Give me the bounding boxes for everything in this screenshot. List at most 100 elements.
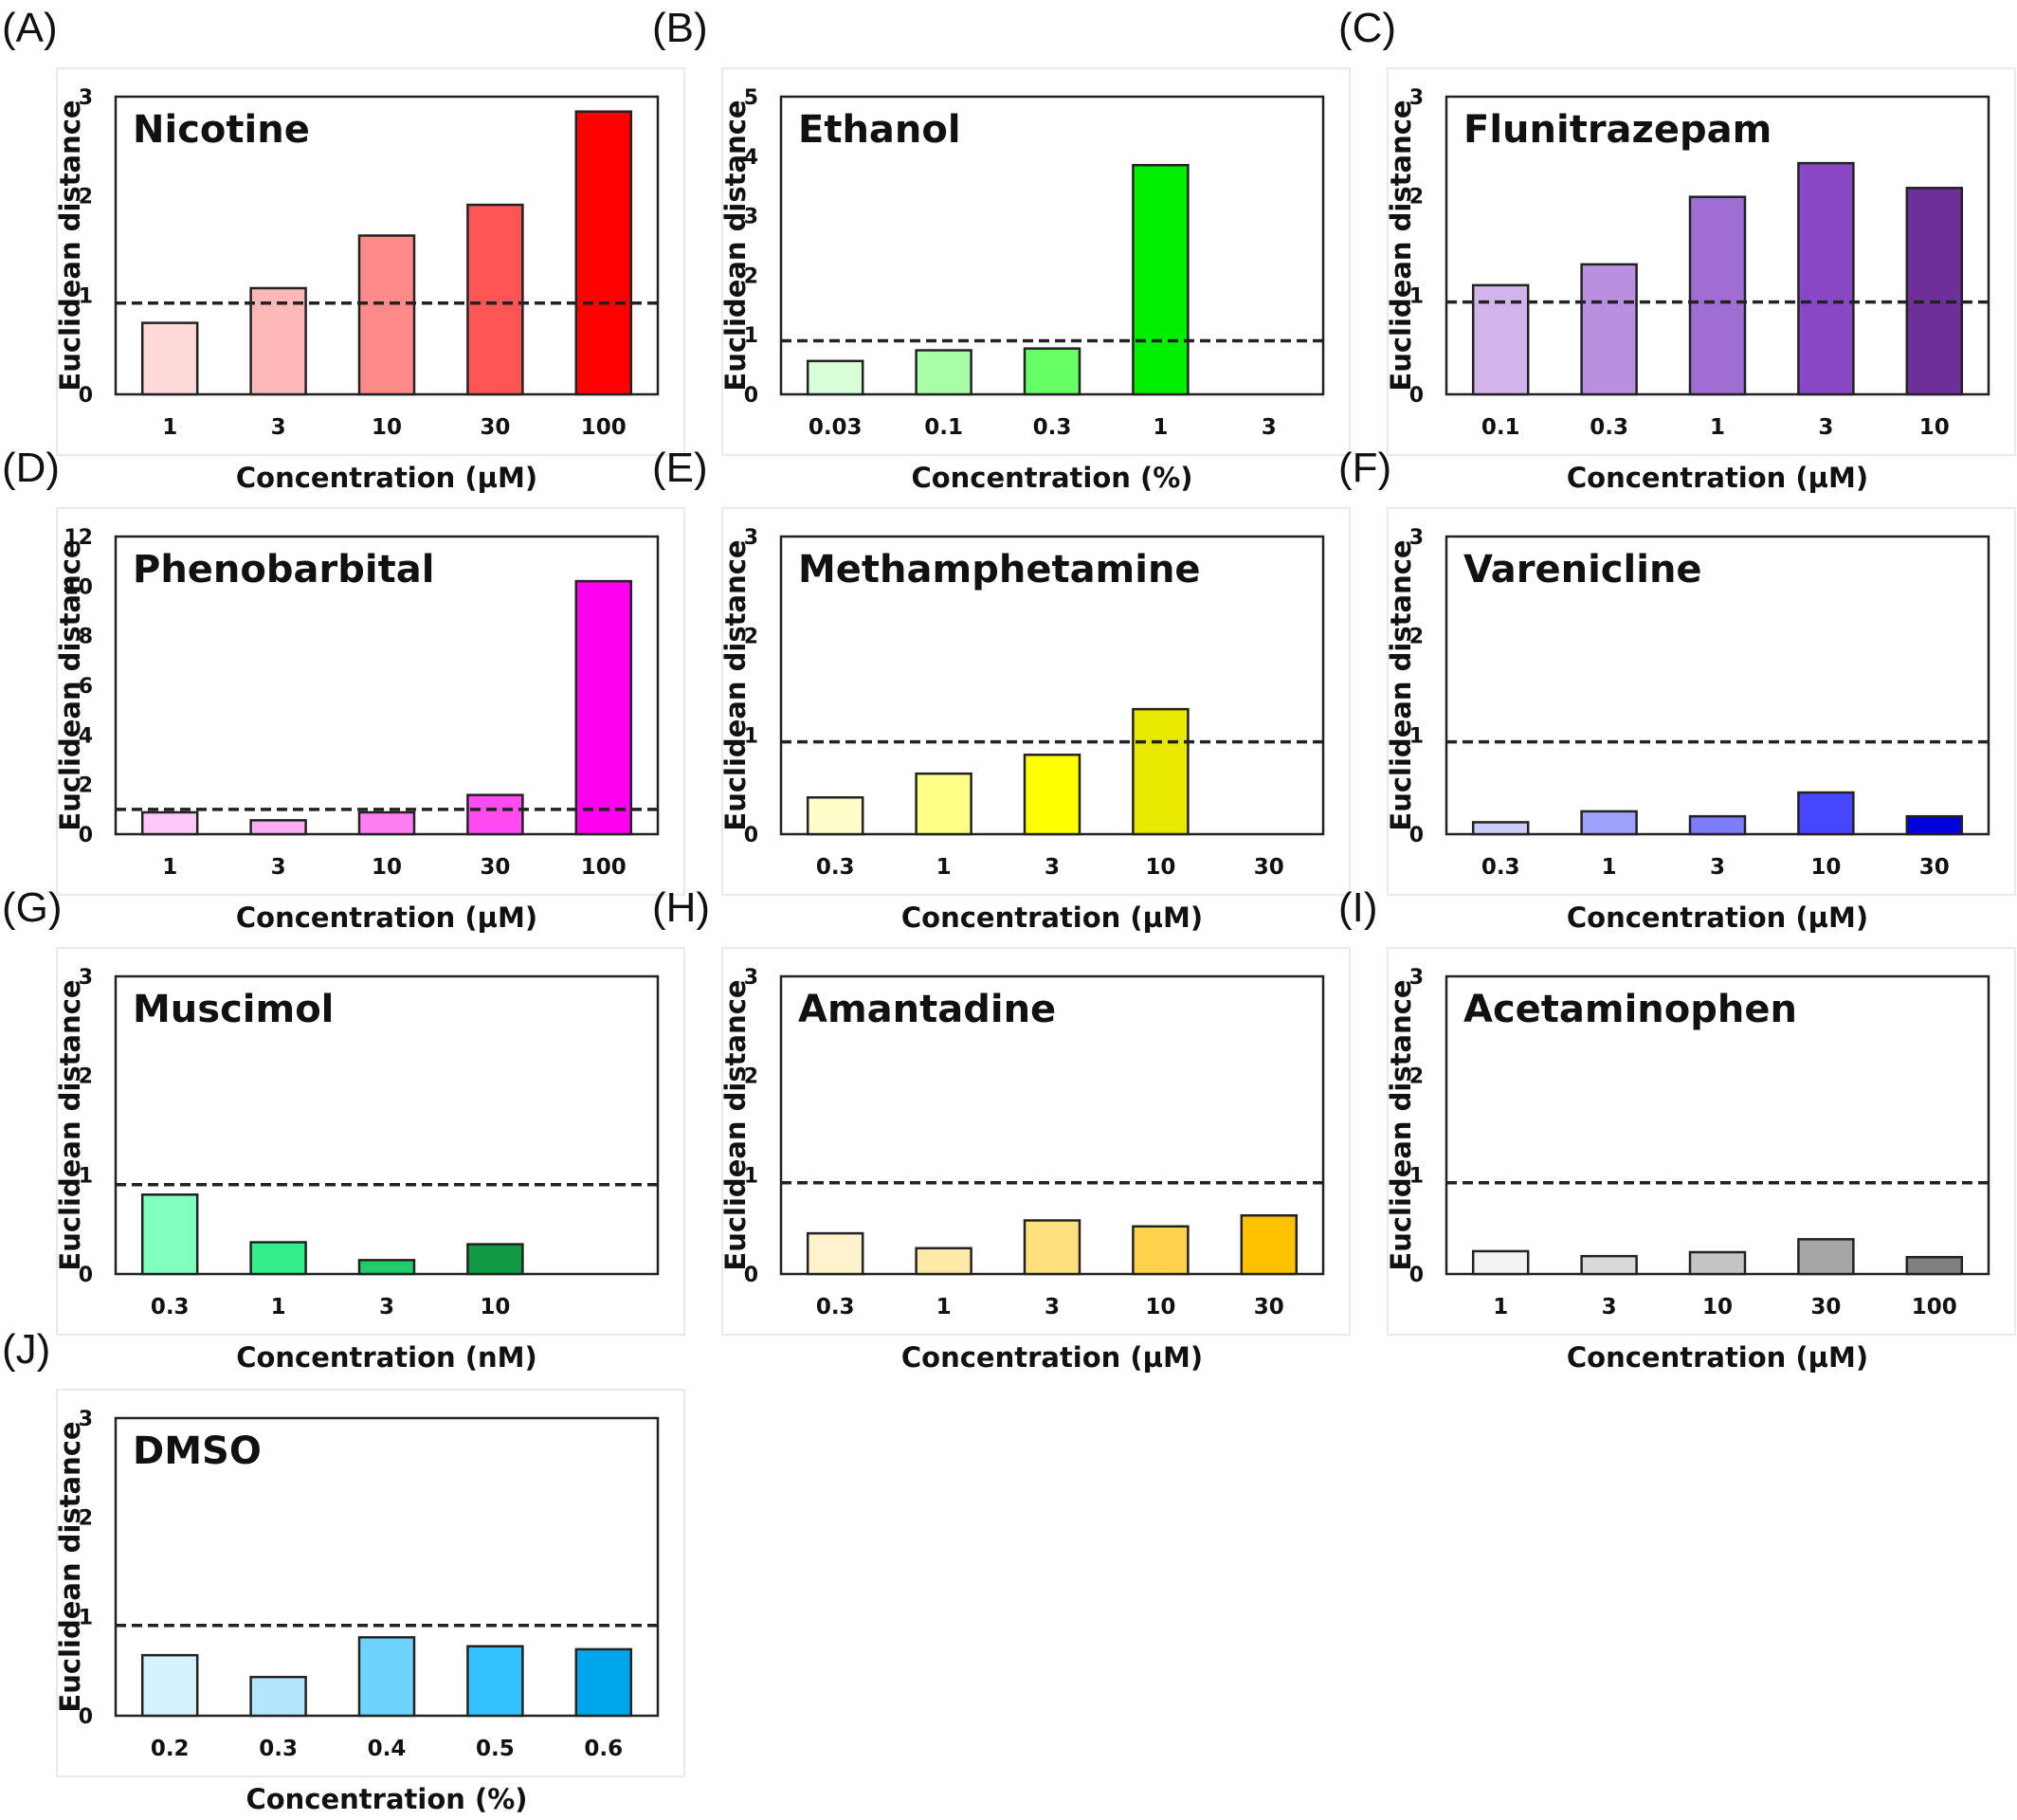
y-axis-label: Euclidean distance: [54, 100, 86, 391]
y-tick-label: 0: [744, 824, 758, 847]
panel-letter: (F): [1338, 445, 1391, 491]
chart-title: Muscimol: [133, 988, 334, 1031]
x-tick-label: 10: [480, 1295, 510, 1320]
bar-3: [249, 819, 307, 836]
chart-title: Methamphetamine: [798, 548, 1201, 592]
y-tick-label: 0: [79, 824, 93, 847]
x-tick-label: 100: [581, 855, 627, 880]
x-tick-label: 0.3: [151, 1295, 190, 1320]
x-tick-label: 100: [581, 415, 627, 440]
bar-10: [1132, 1225, 1190, 1276]
x-tick-label: 0.2: [151, 1737, 190, 1761]
x-tick-label: 0.3: [259, 1737, 298, 1761]
x-tick-label: 30: [1254, 855, 1284, 880]
bar-3: [1023, 754, 1081, 836]
bar-3: [357, 1259, 416, 1276]
x-tick-label: 0.03: [809, 415, 863, 440]
bar-1: [140, 321, 199, 396]
bar-10: [1132, 707, 1190, 836]
y-tick-label: 0: [1409, 384, 1424, 408]
y-axis-label: Euclidean distance: [54, 539, 86, 830]
y-axis-label: Euclidean distance: [1385, 979, 1417, 1270]
x-tick-label: 1: [936, 855, 952, 880]
bar-10: [1797, 791, 1855, 836]
y-tick-label: 0: [1409, 1264, 1424, 1287]
chart-title: Nicotine: [133, 108, 310, 152]
chart-panel-varenicline: (F) 0 1 2 3 0.3 1 3 10 30 Varenicline Euclidean dis…: [1338, 445, 2016, 934]
bar-10: [1905, 187, 1964, 396]
y-tick-label: 2: [744, 264, 758, 288]
y-tick-label: 12: [64, 526, 93, 550]
x-tick-label: 100: [1912, 1295, 1957, 1320]
y-axis-label: Euclidean distance: [719, 979, 752, 1270]
y-tick-label: 3: [79, 966, 93, 990]
y-tick-label: 1: [744, 1164, 758, 1188]
x-tick-label: 0.3: [1033, 415, 1072, 440]
y-tick-label: 6: [79, 675, 93, 699]
y-axis-label: Euclidean distance: [1385, 539, 1417, 830]
y-tick-label: 1: [1409, 284, 1424, 308]
bar-3: [1580, 1254, 1638, 1276]
y-tick-label: 2: [1409, 186, 1424, 209]
bar-1: [249, 1241, 307, 1276]
bar-0.2: [140, 1653, 199, 1718]
x-axis-label: Concentration (%): [245, 1783, 527, 1815]
panel-letter: (E): [652, 445, 708, 491]
y-axis-label: Euclidean distance: [719, 539, 752, 830]
bar-10: [1688, 1250, 1747, 1276]
x-axis-label: Concentration (µM): [901, 901, 1203, 934]
x-axis-label: Concentration (µM): [1567, 1341, 1868, 1374]
x-tick-label: 0.6: [584, 1737, 623, 1761]
x-tick-label: 3: [1602, 1295, 1617, 1320]
bar-10: [357, 810, 416, 836]
y-tick-label: 0: [744, 384, 758, 408]
bar-10: [357, 234, 416, 396]
x-tick-label: 3: [1710, 855, 1725, 880]
x-tick-label: 1: [1493, 1295, 1508, 1320]
bar-3: [1023, 1219, 1081, 1276]
panel-letter: (B): [652, 5, 708, 51]
x-tick-label: 3: [1045, 1295, 1060, 1320]
x-tick-label: 10: [1919, 415, 1950, 440]
y-tick-label: 3: [1409, 966, 1424, 990]
chart-title: Amantadine: [798, 988, 1056, 1031]
y-tick-label: 0: [1409, 824, 1424, 847]
chart-panel-nicotine: (A) 0 1 2 3 1 3 10 30 100 Nicotine Euclidean distan…: [2, 5, 685, 494]
panel-letter: (C): [1338, 5, 1396, 51]
chart-title: DMSO: [133, 1429, 262, 1473]
y-tick-label: 5: [744, 86, 758, 110]
x-tick-label: 3: [271, 855, 286, 880]
chart-panel-dmso: (J) 0 1 2 3 0.2 0.3 0.4 0.5 0.6 DMSO Euclidean dist…: [2, 1326, 685, 1815]
bar-100: [574, 110, 633, 396]
y-tick-label: 4: [744, 146, 758, 170]
x-tick-label: 0.1: [1481, 415, 1520, 440]
x-tick-label: 3: [379, 1295, 394, 1320]
x-tick-label: 30: [1919, 855, 1950, 880]
x-tick-label: 10: [1810, 855, 1841, 880]
x-axis-label: Concentration (µM): [901, 1341, 1203, 1374]
y-tick-label: 0: [79, 1705, 93, 1729]
bar-30: [466, 793, 524, 836]
x-tick-label: 1: [162, 855, 177, 880]
bar-0.4: [357, 1636, 416, 1718]
x-tick-label: 3: [271, 415, 286, 440]
bar-0.3: [249, 1675, 307, 1718]
bar-0.03: [806, 359, 864, 396]
y-tick-label: 3: [79, 1408, 93, 1431]
chart-title: Flunitrazepam: [1463, 108, 1772, 152]
panel-letter: (H): [652, 884, 710, 931]
y-tick-label: 2: [1409, 626, 1424, 649]
panel-letter: (A): [2, 5, 58, 51]
y-tick-label: 2: [1409, 1065, 1424, 1089]
y-tick-label: 3: [79, 86, 93, 110]
y-tick-label: 0: [79, 384, 93, 408]
x-tick-label: 0.4: [368, 1737, 407, 1761]
panel-letter: (I): [1338, 884, 1378, 931]
bar-3: [1797, 161, 1855, 396]
chart-panel-acetaminophen: (I) 0 1 2 3 1 3 10 30 100 Acetaminophen Euclidean d…: [1338, 884, 2016, 1374]
bar-0.3: [806, 796, 864, 836]
chart-panel-muscimol: (G) 0 1 2 3 0.3 1 3 10 Muscimol Euclidean distance…: [2, 884, 685, 1374]
bar-0.1: [915, 349, 972, 396]
x-tick-label: 10: [1145, 1295, 1175, 1320]
